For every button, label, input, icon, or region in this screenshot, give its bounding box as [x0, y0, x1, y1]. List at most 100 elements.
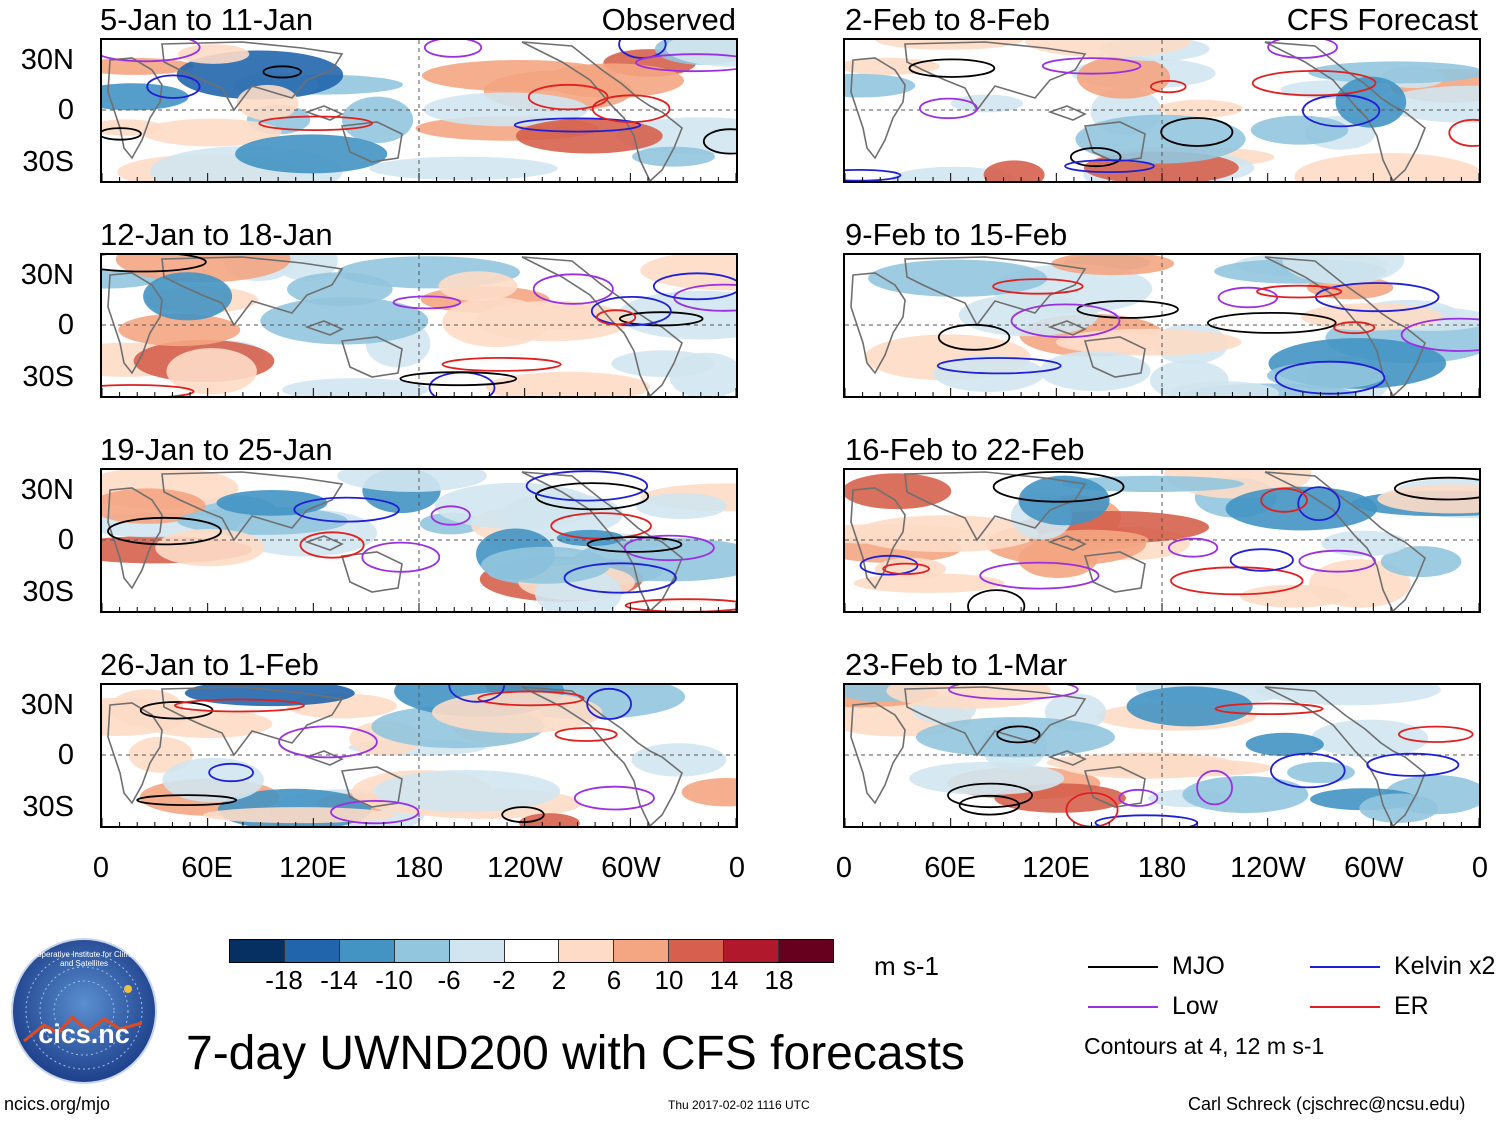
- y-label: 30N: [20, 689, 74, 721]
- anomaly-shading: [541, 63, 684, 98]
- colorbar-segment: [394, 940, 450, 962]
- contour-line: [937, 323, 1011, 351]
- anomaly-shading: [1287, 761, 1355, 784]
- contour-line: [624, 598, 736, 611]
- anomaly-shading: [617, 290, 736, 340]
- x-label: 60E: [181, 852, 233, 884]
- contour-line: [299, 531, 365, 559]
- contour-line: [967, 589, 1026, 611]
- colorbar-units: m s-1: [874, 951, 939, 981]
- colorbar-label: 10: [654, 965, 684, 995]
- contour-line: [1149, 79, 1187, 94]
- contour-line: [1448, 118, 1479, 147]
- contour-line: [146, 74, 201, 99]
- contour-line: [102, 127, 142, 141]
- x-label: 60E: [924, 852, 976, 884]
- colorbar-label: -6: [437, 965, 461, 995]
- contour-line: [948, 685, 1079, 700]
- coastline: [521, 41, 683, 181]
- anomaly-shading: [143, 272, 233, 321]
- contour-line: [330, 800, 420, 825]
- legend-line-mjo: [1088, 965, 1158, 968]
- coastline: [304, 320, 403, 378]
- map-plot: [102, 40, 736, 181]
- contour-line: [423, 40, 483, 58]
- coastline: [304, 535, 403, 593]
- coastline: [1047, 105, 1146, 163]
- contour-line: [513, 117, 642, 133]
- map-panel: [843, 468, 1481, 613]
- anomaly-shading: [1282, 255, 1405, 285]
- footer-author: Carl Schreck (cjschrec@ncsu.edu): [1188, 1094, 1466, 1114]
- contour-line: [996, 725, 1041, 744]
- coastline: [161, 256, 344, 327]
- contour-line: [859, 554, 919, 576]
- contour-line: [1065, 792, 1119, 826]
- colorbar-segment: [559, 940, 615, 962]
- y-label: 0: [57, 309, 74, 341]
- anomaly-shading: [983, 160, 1045, 181]
- anomaly-shading: [1380, 546, 1462, 578]
- coastline: [904, 41, 1087, 112]
- anomaly-shading: [1250, 115, 1349, 145]
- colorbar-label: 6: [606, 965, 622, 995]
- contour-line: [278, 725, 378, 759]
- anomaly-shading: [950, 94, 1024, 113]
- map-plot: [845, 685, 1479, 826]
- anomaly-shading: [891, 166, 1015, 181]
- anomaly-shading: [102, 488, 206, 524]
- x-label: 120E: [1022, 852, 1090, 884]
- contour-line: [262, 65, 302, 79]
- colorbar-label: -10: [375, 965, 413, 995]
- y-label: 0: [57, 524, 74, 556]
- colorbar-label: -14: [320, 965, 358, 995]
- anomaly-shading: [1126, 686, 1253, 727]
- contour-line: [208, 762, 255, 783]
- figure-title: 7-day UWND200 with CFS forecasts: [186, 1027, 965, 1080]
- panel-title: 23-Feb to 1-Mar: [845, 647, 1068, 682]
- contour-line: [1118, 788, 1159, 807]
- anomaly-shading: [102, 57, 194, 75]
- anomaly-shading: [1025, 40, 1191, 58]
- contour-line: [1167, 537, 1219, 558]
- anomaly-shading: [102, 83, 189, 111]
- coastline: [1264, 256, 1426, 396]
- colorbar-segment: [779, 940, 833, 962]
- contour-line: [102, 384, 195, 396]
- footer-url: ncics.org/mjo: [4, 1094, 111, 1114]
- contour-line: [1160, 117, 1234, 147]
- y-label: 30N: [20, 44, 74, 76]
- coastline: [161, 41, 344, 112]
- x-label: 0: [835, 852, 853, 884]
- contour-line: [1206, 312, 1337, 334]
- anomaly-shading: [845, 57, 940, 75]
- contour-line: [992, 470, 1125, 503]
- contour-line: [525, 470, 649, 502]
- anomaly-shading: [508, 305, 620, 330]
- anomaly-shading: [184, 685, 355, 707]
- contour-line: [1251, 69, 1377, 97]
- contour-line: [618, 311, 704, 327]
- contour-line: [958, 794, 1021, 816]
- panel-title: 26-Jan to 1-Feb: [100, 647, 319, 682]
- contour-line: [1214, 702, 1324, 716]
- contour-note: Contours at 4, 12 m s-1: [1084, 1033, 1325, 1059]
- x-label: 120W: [487, 852, 563, 884]
- y-label: 30N: [20, 474, 74, 506]
- panel-title: 9-Feb to 15-Feb: [845, 217, 1068, 252]
- anomaly-shading: [1062, 475, 1244, 492]
- map-plot: [845, 255, 1479, 396]
- coastline: [904, 256, 1087, 327]
- contour-line: [845, 169, 902, 181]
- anomaly-shading: [1075, 114, 1246, 164]
- contour-line: [1366, 752, 1460, 777]
- contour-line: [1010, 303, 1121, 339]
- anomaly-shading: [142, 118, 282, 147]
- contour-line: [136, 794, 238, 806]
- contour-line: [936, 357, 1062, 375]
- anomaly-shading: [1076, 55, 1171, 99]
- contour-line: [979, 561, 1100, 590]
- anomaly-shading: [216, 490, 328, 516]
- anomaly-shading: [438, 271, 518, 302]
- map-plot: [102, 470, 736, 611]
